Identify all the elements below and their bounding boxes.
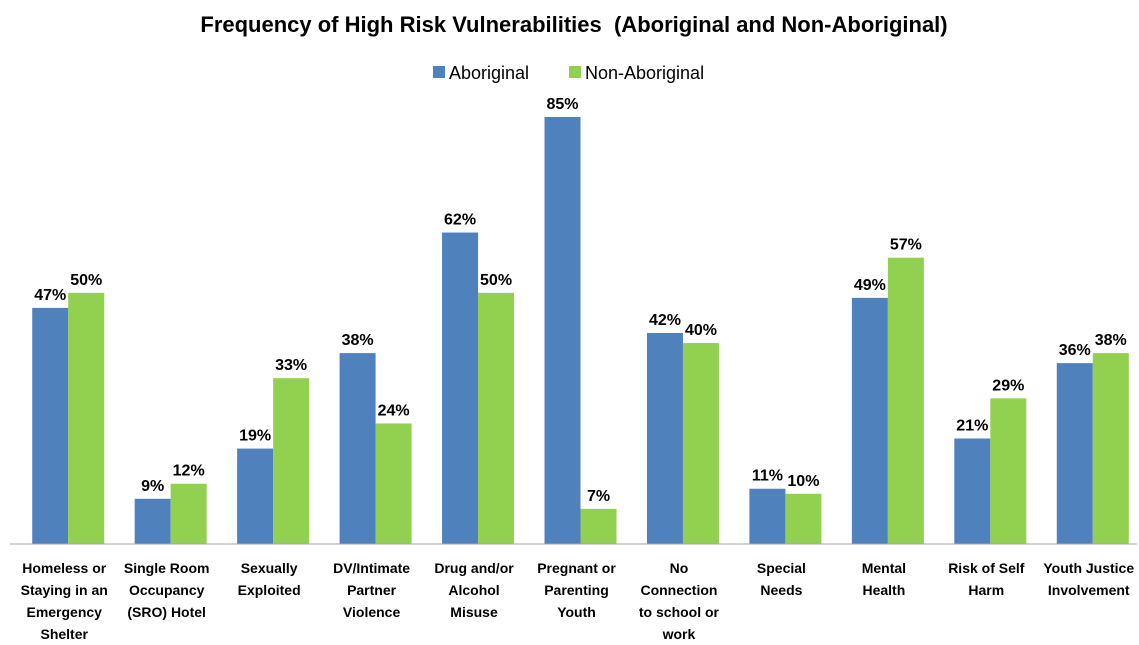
category-label: No Connection to school or work	[639, 560, 720, 642]
legend-label-aboriginal: Aboriginal	[449, 63, 529, 83]
bar-non-aboriginal	[273, 378, 310, 544]
data-label-aboriginal: 47%	[34, 287, 66, 304]
bar-aboriginal	[1056, 363, 1093, 544]
data-label-non-aboriginal: 40%	[685, 322, 717, 339]
bar-aboriginal	[134, 498, 171, 544]
category-label: Single Room Occupancy (SRO) Hotel	[124, 560, 210, 620]
data-label-aboriginal: 62%	[444, 212, 476, 229]
category-label: DV/Intimate Partner Violence	[333, 560, 410, 620]
data-label-non-aboriginal: 33%	[275, 357, 307, 374]
bar-aboriginal	[339, 353, 376, 544]
legend: Aboriginal Non-Aboriginal	[433, 63, 704, 83]
bar-non-aboriginal	[580, 508, 617, 544]
data-label-non-aboriginal: 57%	[890, 237, 922, 254]
bar-non-aboriginal	[375, 423, 412, 544]
bar-non-aboriginal	[478, 292, 515, 544]
bar-aboriginal	[237, 448, 274, 544]
data-label-aboriginal: 19%	[239, 428, 271, 445]
bar-non-aboriginal	[1092, 353, 1129, 544]
data-label-aboriginal: 85%	[546, 96, 578, 113]
bar-aboriginal	[544, 117, 581, 544]
data-label-non-aboriginal: 38%	[1095, 332, 1127, 349]
category-labels: Homeless or Staying in an Emergency Shelter…	[21, 560, 1135, 642]
category-label: Youth Justice Involvement	[1043, 560, 1134, 598]
category-label: Drug and/or Alcohol Misuse	[434, 560, 514, 620]
bar-aboriginal	[954, 438, 991, 544]
data-label-aboriginal: 49%	[854, 277, 886, 294]
data-label-aboriginal: 38%	[342, 332, 374, 349]
data-label-aboriginal: 36%	[1059, 342, 1091, 359]
bar-aboriginal	[749, 488, 786, 544]
bar-non-aboriginal	[887, 257, 924, 544]
bar-aboriginal	[646, 333, 683, 544]
category-label: Mental Health	[862, 560, 906, 598]
legend-swatch-aboriginal	[433, 66, 445, 78]
data-label-non-aboriginal: 29%	[992, 377, 1024, 394]
data-label-aboriginal: 9%	[141, 478, 164, 495]
data-label-aboriginal: 21%	[956, 418, 988, 435]
data-label-non-aboriginal: 50%	[70, 272, 102, 289]
category-label: Sexually Exploited	[238, 560, 301, 598]
bar-non-aboriginal	[682, 343, 719, 544]
bar-non-aboriginal	[170, 483, 207, 544]
bar-non-aboriginal	[68, 292, 105, 544]
category-label: Risk of Self Harm	[948, 560, 1025, 598]
chart-title: Frequency of High Risk Vulnerabilities (…	[200, 12, 947, 37]
bar-non-aboriginal	[785, 493, 822, 544]
data-label-non-aboriginal: 10%	[787, 473, 819, 490]
bar-aboriginal	[442, 232, 479, 544]
bar-aboriginal	[32, 307, 69, 544]
data-label-non-aboriginal: 12%	[173, 463, 205, 480]
legend-label-non-aboriginal: Non-Aboriginal	[585, 63, 704, 83]
category-label: Special Needs	[757, 560, 806, 598]
plot-area: 47%50%9%12%19%33%38%24%62%50%85%7%42%40%…	[32, 96, 1129, 544]
data-label-non-aboriginal: 50%	[480, 272, 512, 289]
data-label-aboriginal: 42%	[649, 312, 681, 329]
bar-aboriginal	[851, 297, 888, 544]
data-label-non-aboriginal: 7%	[587, 488, 610, 505]
data-label-non-aboriginal: 24%	[378, 402, 410, 419]
category-label: Pregnant or Parenting Youth	[537, 560, 616, 620]
category-label: Homeless or Staying in an Emergency Shelter	[21, 560, 108, 642]
legend-swatch-non-aboriginal	[569, 66, 581, 78]
data-label-aboriginal: 11%	[752, 468, 783, 485]
bar-non-aboriginal	[990, 398, 1027, 544]
